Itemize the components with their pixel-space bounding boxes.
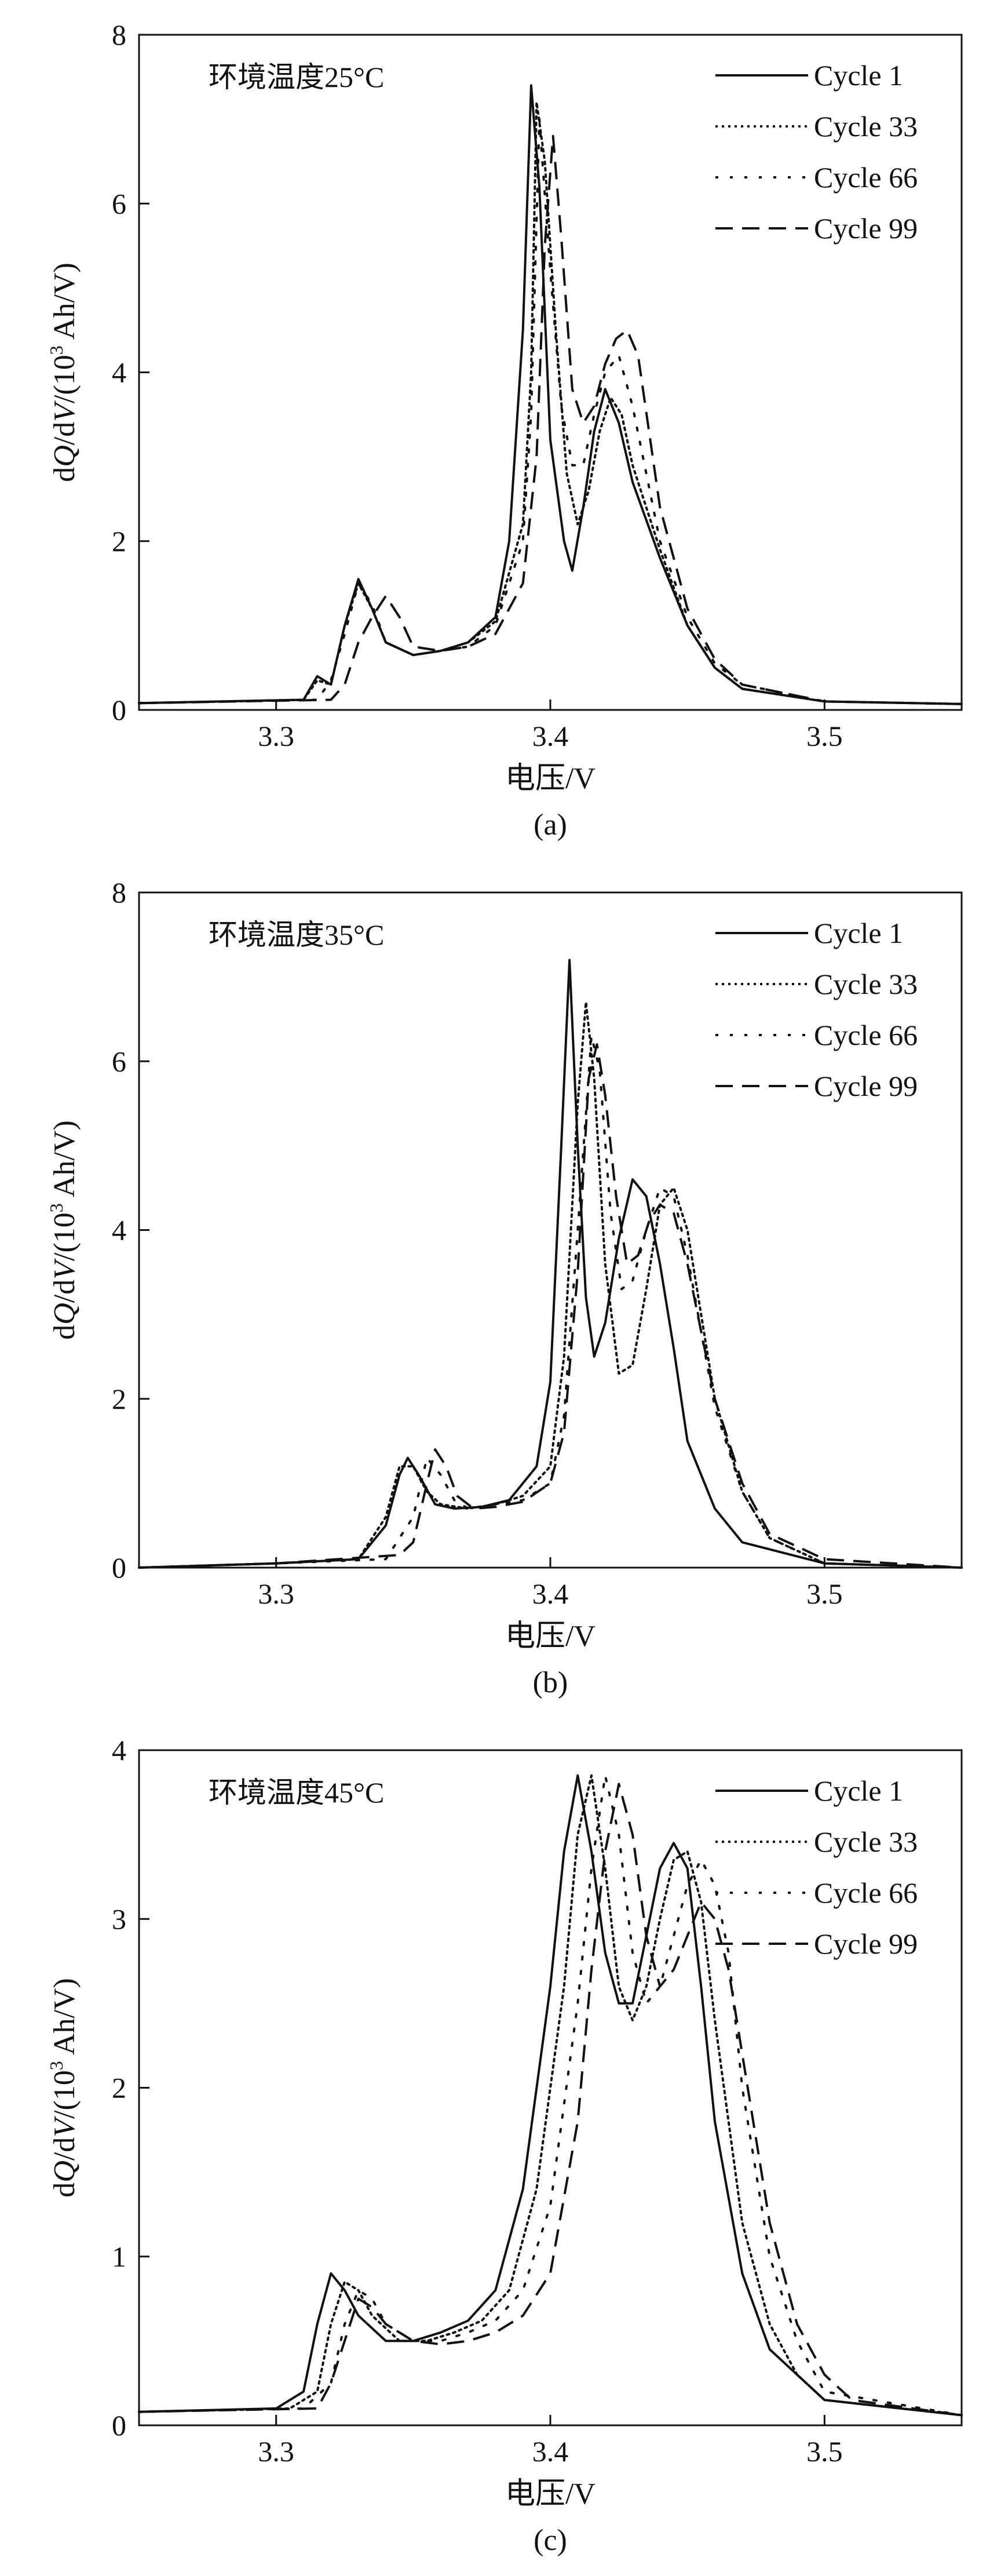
- y-axis-label-part: Q: [48, 445, 81, 467]
- y-tick-label: 1: [112, 2240, 126, 2273]
- legend-label: Cycle 33: [814, 110, 918, 143]
- y-tick-label: 2: [112, 525, 126, 558]
- panel-a: 0 2 4 6 8 3.3 3.4 3.5 环境温度25°C Cycle 1 Cycle 33 Cyc…: [0, 0, 990, 858]
- legend-label: Cycle 1: [814, 1775, 903, 1807]
- legend-label: Cycle 1: [814, 59, 903, 92]
- x-axis-label: 电压/V: [505, 2477, 596, 2511]
- y-tick-label: 3: [112, 1903, 126, 1935]
- panel-c: 0 1 2 3 4 3.3 3.4 3.5 环境温度45°C Cycle 1 Cycle 33 Cyc…: [0, 1715, 990, 2573]
- series-line-cycle-33: [138, 1774, 963, 2417]
- panel-label: (a): [534, 808, 567, 841]
- y-axis-label-part: d: [48, 2183, 81, 2198]
- y-axis-label-part: 3: [46, 345, 67, 355]
- y-tick-label: 6: [112, 1045, 126, 1077]
- x-tick-label: 3.3: [258, 720, 294, 752]
- x-axis-label: 电压/V: [505, 1620, 596, 1653]
- series-line-cycle-33: [138, 1001, 963, 1569]
- y-axis-label-part: d: [48, 1325, 81, 1340]
- y-axis-label-part: Ah/V): [48, 1978, 81, 2061]
- y-tick-label: 8: [112, 19, 126, 51]
- y-axis-label-part: Q: [48, 2160, 81, 2183]
- y-axis-label-part: Ah/V): [48, 263, 81, 345]
- series-line-cycle-33: [138, 101, 963, 705]
- series-line-cycle-1: [138, 1774, 963, 2417]
- x-tick-label: 3.5: [806, 2435, 843, 2468]
- y-tick-label: 0: [112, 1551, 126, 1584]
- y-tick-label: 0: [112, 694, 126, 726]
- y-axis-label-part: Ah/V): [48, 1120, 81, 1203]
- legend-label: Cycle 66: [814, 1019, 918, 1051]
- y-axis-label-part: V: [48, 1258, 81, 1280]
- chart-a: 0 2 4 6 8 3.3 3.4 3.5 环境温度25°C Cycle 1 Cycle 33 Cyc…: [46, 19, 963, 841]
- panel-b: 0 2 4 6 8 3.3 3.4 3.5 环境温度35°C Cycle 1 Cycle 33 Cyc…: [0, 858, 990, 1715]
- legend-label: Cycle 33: [814, 1826, 918, 1858]
- series-line-cycle-1: [138, 959, 963, 1569]
- y-axis-label-part: /(10: [48, 2070, 81, 2119]
- series-line-cycle-99: [138, 134, 962, 705]
- y-axis-label: dQ/dV/(103 Ah/V): [46, 1120, 81, 1340]
- y-axis-label: dQ/dV/(103 Ah/V): [46, 1978, 81, 2198]
- y-axis-label-part: 3: [46, 2061, 67, 2070]
- temperature-annotation: 环境温度35°C: [209, 919, 384, 951]
- legend-label: Cycle 33: [814, 968, 918, 1000]
- y-axis-label: dQ/dV/(103 Ah/V): [46, 263, 81, 482]
- legend-label: Cycle 66: [814, 161, 918, 194]
- x-tick-label: 3.3: [258, 2435, 294, 2468]
- x-tick-label: 3.3: [258, 1577, 294, 1610]
- y-tick-label: 6: [112, 187, 126, 220]
- x-tick-label: 3.4: [532, 720, 569, 752]
- y-tick-label: 2: [112, 1383, 126, 1415]
- panel-label: (c): [534, 2524, 567, 2557]
- y-axis-label-part: /(10: [48, 1212, 81, 1261]
- y-axis-label-part: /d: [48, 1280, 81, 1303]
- y-axis-label-part: Q: [48, 1303, 81, 1325]
- panel-label: (b): [533, 1666, 568, 1699]
- y-tick-label: 4: [112, 1734, 126, 1766]
- y-axis-label-part: d: [48, 467, 81, 482]
- chart-c: 0 1 2 3 4 3.3 3.4 3.5 环境温度45°C Cycle 1 Cycle 33 Cyc…: [46, 1734, 963, 2557]
- legend-label: Cycle 1: [814, 917, 903, 949]
- legend-label: Cycle 66: [814, 1877, 918, 1909]
- y-tick-label: 4: [112, 1214, 126, 1247]
- legend-label: Cycle 99: [814, 1070, 918, 1102]
- x-axis-label: 电压/V: [505, 762, 596, 795]
- y-axis-label-part: V: [48, 400, 81, 422]
- x-tick-label: 3.5: [806, 720, 843, 752]
- temperature-annotation: 环境温度25°C: [209, 61, 384, 93]
- y-tick-label: 8: [112, 876, 126, 909]
- x-tick-label: 3.4: [532, 2435, 569, 2468]
- y-tick-label: 0: [112, 2409, 126, 2442]
- y-tick-label: 2: [112, 2072, 126, 2104]
- series-line-cycle-99: [138, 1043, 962, 1569]
- x-tick-label: 3.5: [806, 1577, 843, 1610]
- y-tick-label: 4: [112, 356, 126, 389]
- chart-b: 0 2 4 6 8 3.3 3.4 3.5 环境温度35°C Cycle 1 Cycle 33 Cyc…: [46, 876, 963, 1699]
- y-axis-label-part: V: [48, 2116, 81, 2137]
- series-line-cycle-66: [138, 1774, 963, 2417]
- series-line-cycle-66: [138, 118, 963, 705]
- series-line-cycle-66: [138, 1034, 963, 1569]
- y-axis-label-part: 3: [46, 1203, 67, 1212]
- legend-label: Cycle 99: [814, 1928, 918, 1960]
- y-axis-label-part: /d: [48, 422, 81, 445]
- y-axis-label-part: /(10: [48, 355, 81, 403]
- temperature-annotation: 环境温度45°C: [209, 1776, 384, 1809]
- legend-label: Cycle 99: [814, 212, 918, 245]
- x-tick-label: 3.4: [532, 1577, 569, 1610]
- y-axis-label-part: /d: [48, 2137, 81, 2160]
